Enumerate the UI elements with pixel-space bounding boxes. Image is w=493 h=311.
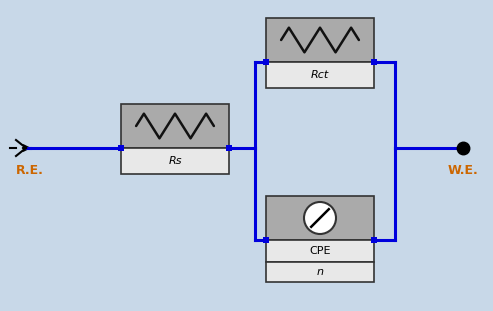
- Text: Rct: Rct: [311, 70, 329, 80]
- Bar: [263, 237, 269, 243]
- Bar: [121, 148, 229, 174]
- Bar: [266, 262, 374, 282]
- Text: Rs: Rs: [168, 156, 182, 166]
- Bar: [226, 145, 232, 151]
- Text: CPE: CPE: [309, 246, 331, 256]
- Bar: [371, 59, 377, 65]
- Bar: [266, 240, 374, 262]
- Text: n: n: [317, 267, 323, 277]
- Text: R.E.: R.E.: [16, 164, 44, 177]
- Bar: [266, 62, 374, 88]
- Bar: [118, 145, 124, 151]
- Bar: [263, 59, 269, 65]
- Circle shape: [304, 202, 336, 234]
- Bar: [266, 196, 374, 240]
- Bar: [371, 237, 377, 243]
- Bar: [121, 104, 229, 148]
- Bar: [266, 18, 374, 62]
- Text: W.E.: W.E.: [448, 164, 478, 177]
